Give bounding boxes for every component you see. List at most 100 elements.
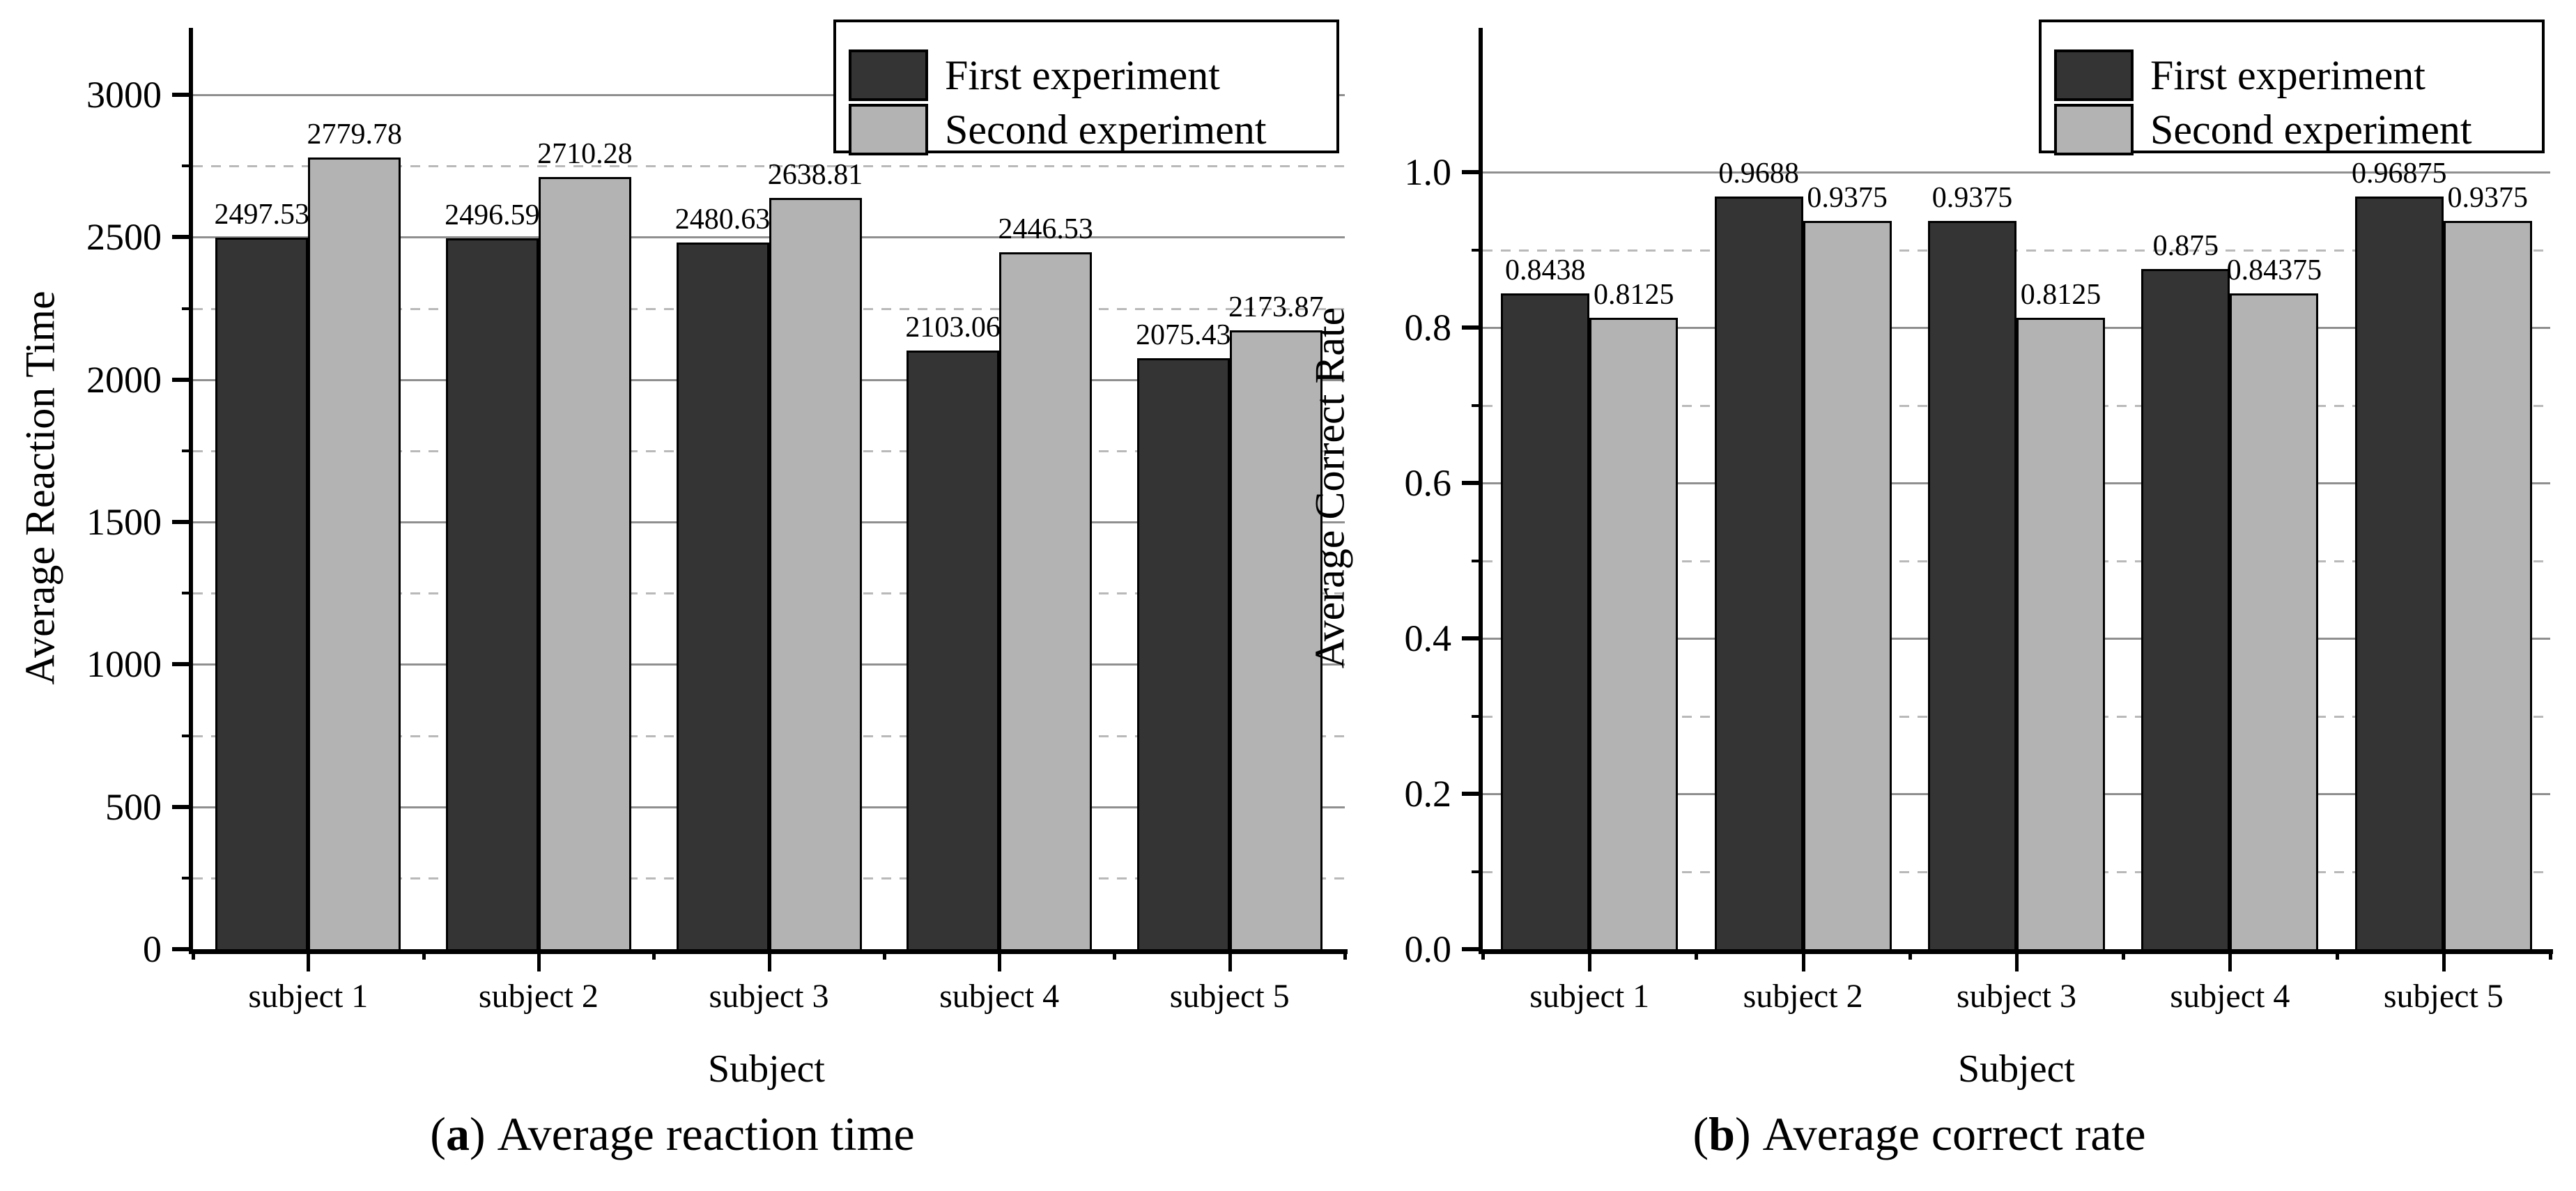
x-axis-major-tick (307, 949, 311, 971)
y-axis-minor-tick (182, 734, 193, 737)
bar-value-label: 2075.43 (1135, 318, 1231, 351)
x-axis-minor-tick (1113, 949, 1117, 960)
x-axis-minor-tick (1695, 949, 1699, 960)
y-axis-line (189, 28, 193, 954)
x-axis-line (1479, 949, 2553, 954)
y-axis-major-tick (172, 235, 193, 240)
x-axis-line (189, 949, 1348, 954)
x-axis-minor-tick (1908, 949, 1912, 960)
bar-first-experiment (2141, 269, 2230, 949)
y-axis-minor-tick (182, 876, 193, 879)
y-tick-label: 0 (143, 928, 162, 970)
bar-value-label: 2480.63 (674, 203, 771, 236)
x-axis-minor-tick (1343, 949, 1347, 960)
y-tick-label: 3000 (86, 74, 162, 116)
bar-value-label: 0.9375 (1931, 181, 2013, 214)
bar-first-experiment (1136, 358, 1230, 949)
y-axis-minor-tick (1472, 559, 1483, 562)
x-axis-minor-tick (2122, 949, 2126, 960)
y-tick-label: 0.4 (1404, 617, 1452, 659)
y-axis-major-tick (1462, 481, 1483, 485)
y-axis-major-tick (172, 93, 193, 97)
bar-value-label: 2710.28 (537, 138, 633, 171)
bar-first-experiment (215, 238, 309, 949)
bar-first-experiment (1714, 196, 1803, 949)
bar-first-experiment (907, 350, 1000, 949)
y-axis-major-tick (1462, 792, 1483, 796)
y-axis-major-tick (1462, 170, 1483, 174)
bar-value-label: 2496.59 (445, 199, 540, 231)
bar-first-experiment (1928, 220, 2016, 949)
y-axis-minor-tick (1472, 870, 1483, 873)
panel-b-average-correct-rate: 0.8438 0.8125 subject 1 0.9688 0.9375 subject… (1288, 0, 2576, 1191)
x-axis-minor-tick (2549, 949, 2552, 960)
bar-value-label: 2173.87 (1228, 291, 1324, 323)
y-axis-title-b: Average Correct Rate (1306, 307, 1353, 669)
y-axis-major-tick (172, 377, 193, 382)
gridline-major (1483, 171, 2550, 174)
bar-value-label: 0.9375 (2447, 181, 2529, 214)
bar-value-label: 2779.78 (307, 118, 403, 151)
gridline-minor (1483, 249, 2550, 252)
bar-second-experiment (769, 197, 862, 949)
bar-second-experiment (2230, 293, 2319, 949)
bar-second-experiment (1589, 318, 1679, 949)
panel-a-average-reaction-time: 2497.53 2779.78 subject 1 2496.59 2710.28 sub… (17, 20, 1348, 1160)
gridline-minor (193, 165, 1345, 168)
x-axis-minor-tick (882, 949, 886, 960)
y-axis-minor-tick (1472, 404, 1483, 407)
bar-value-label: 0.96875 (2352, 157, 2447, 190)
bar-value-label: 2103.06 (905, 311, 1001, 344)
legend-label-second-experiment: Second experiment (2150, 107, 2472, 153)
y-tick-label: 0.6 (1404, 462, 1452, 504)
x-axis-minor-tick (2335, 949, 2339, 960)
x-axis-major-tick (2015, 949, 2019, 971)
x-tick-label: subject 5 (1169, 978, 1290, 1015)
bar-second-experiment (308, 157, 401, 949)
bar-value-label: 0.9688 (1718, 157, 1799, 190)
x-tick-label: subject 1 (248, 978, 369, 1015)
y-axis-title-a: Average Reaction Time (17, 291, 63, 685)
y-axis-minor-tick (182, 307, 193, 310)
x-axis-major-tick (1588, 949, 1592, 971)
bar-first-experiment (676, 243, 769, 949)
bar-second-experiment (538, 177, 631, 949)
bar-first-experiment (445, 238, 539, 949)
bar-value-label: 0.875 (2152, 230, 2219, 263)
x-tick-label: subject 5 (2383, 978, 2504, 1015)
y-tick-label: 0.2 (1404, 773, 1452, 815)
x-axis-title-a: Subject (708, 1047, 825, 1091)
x-axis-minor-tick (1481, 949, 1485, 960)
x-tick-label: subject 1 (1529, 978, 1650, 1015)
legend-swatch-second-experiment (2054, 104, 2134, 155)
legend-swatch-first-experiment (849, 49, 928, 101)
y-axis-minor-tick (182, 449, 193, 452)
bar-first-experiment (1501, 293, 1590, 949)
y-axis-major-tick (1462, 947, 1483, 951)
x-tick-label: subject 3 (1957, 978, 2076, 1015)
x-axis-title-b: Subject (1958, 1047, 2075, 1091)
caption-a: (a) Average reaction time (430, 1107, 915, 1160)
caption-b-text: Average correct rate (1762, 1107, 2146, 1160)
x-axis-minor-tick (192, 949, 195, 960)
x-axis-major-tick (998, 949, 1002, 971)
gridline-major (193, 94, 1345, 96)
bar-value-label: 0.8438 (1504, 254, 1586, 287)
y-tick-label: 1500 (86, 501, 162, 543)
bar-value-label: 2638.81 (767, 158, 863, 191)
y-tick-label: 0.8 (1404, 307, 1452, 348)
bar-second-experiment (2443, 220, 2532, 949)
x-axis-minor-tick (652, 949, 656, 960)
y-tick-label: 500 (105, 785, 162, 828)
bar-second-experiment (1229, 330, 1322, 949)
x-tick-label: subject 4 (939, 978, 1060, 1015)
caption-a-text: Average reaction time (497, 1107, 915, 1160)
x-axis-major-tick (537, 949, 541, 971)
y-axis-minor-tick (182, 592, 193, 595)
bar-value-label: 2446.53 (998, 213, 1093, 246)
x-axis-minor-tick (422, 949, 426, 960)
x-axis-major-tick (2228, 949, 2232, 971)
bar-value-label: 0.84375 (2226, 254, 2322, 287)
legend-swatch-first-experiment (2054, 49, 2134, 101)
y-tick-label: 2000 (86, 358, 162, 401)
